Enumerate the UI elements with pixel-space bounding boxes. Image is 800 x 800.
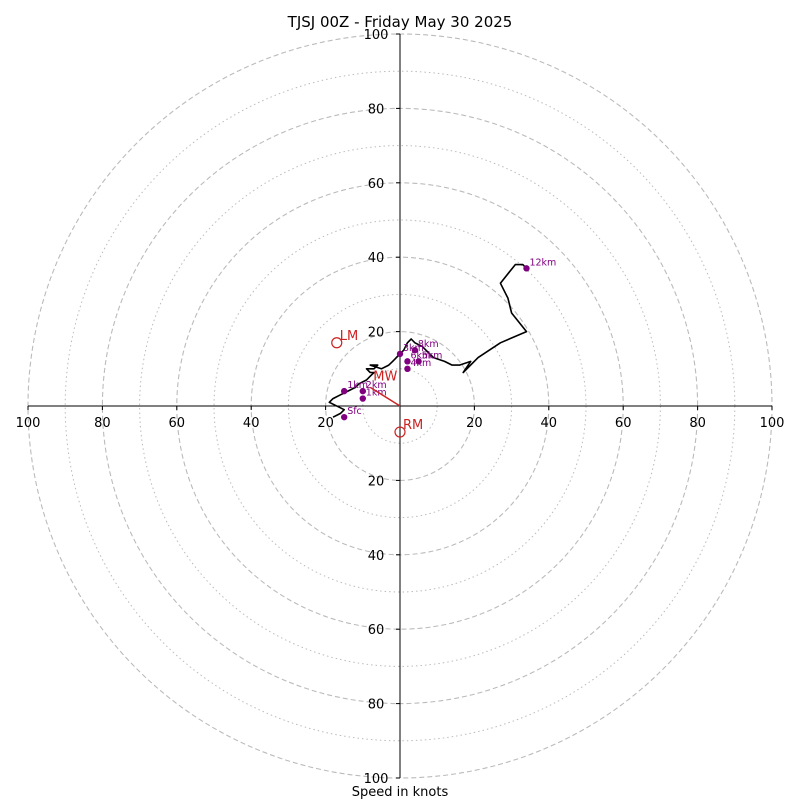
height-marker-label: 12km (529, 257, 556, 268)
storm-motion-label: RM (403, 418, 423, 433)
y-tick-label: 40 (368, 251, 385, 266)
y-tick-label: 80 (368, 698, 385, 713)
x-tick-label: 40 (541, 416, 558, 431)
height-marker-label: 1km (366, 388, 387, 399)
height-marker-label: 6km (410, 350, 431, 361)
height-marker-dot (396, 350, 404, 358)
storm-motion-marker (331, 337, 343, 349)
chart-title: TJSJ 00Z - Friday May 30 2025 (287, 13, 513, 31)
height-marker-dot (404, 365, 411, 372)
mean-wind-line (369, 386, 401, 407)
y-tick-label: 60 (368, 177, 385, 192)
storm-motion-marker (394, 426, 406, 438)
height-marker-dot (341, 387, 348, 395)
height-marker-dot (404, 358, 411, 365)
height-marker-dot (359, 387, 366, 395)
y-tick-label: 100 (364, 772, 389, 787)
y-tick-label: 80 (368, 102, 385, 117)
x-tick-label: 80 (94, 416, 111, 431)
tick-labels: 100 80 60 40 20 20 40 60 80 100 100 80 60 40 20 20 40 60 8… (16, 28, 785, 787)
y-tick-label: 60 (368, 623, 385, 638)
x-tick-label: 20 (317, 416, 334, 431)
y-tick-label: 100 (364, 28, 389, 43)
height-marker-dot (415, 358, 422, 365)
storm-motion: LM RM MW (331, 329, 423, 438)
height-marker-label: 8km (418, 339, 439, 350)
height-marker-dot (359, 395, 366, 402)
y-tick-label: 40 (368, 549, 385, 564)
storm-motion-label: LM (340, 329, 358, 344)
x-tick-label: 80 (689, 416, 706, 431)
x-tick-label: 60 (615, 416, 632, 431)
height-markers: Sfc1km2km3km4km6km8km12km1km5km (341, 257, 556, 421)
x-axis-label: Speed in knots (352, 785, 449, 800)
storm-motion-label: MW (373, 370, 397, 385)
height-marker-dot (523, 265, 530, 272)
y-tick-label: 20 (368, 326, 385, 341)
x-tick-label: 40 (243, 416, 260, 431)
x-tick-label: 20 (466, 416, 483, 431)
height-marker-label: 2km (366, 380, 387, 391)
x-tick-label: 100 (16, 416, 41, 431)
height-marker-dot (341, 413, 348, 421)
height-marker-label: Sfc (347, 406, 362, 417)
height-marker-label: 5km (422, 350, 443, 361)
height-marker-label: 1km (347, 380, 368, 391)
height-marker-dot (411, 347, 419, 354)
x-tick-label: 100 (760, 416, 785, 431)
x-tick-label: 60 (169, 416, 186, 431)
y-tick-label: 20 (368, 474, 385, 489)
